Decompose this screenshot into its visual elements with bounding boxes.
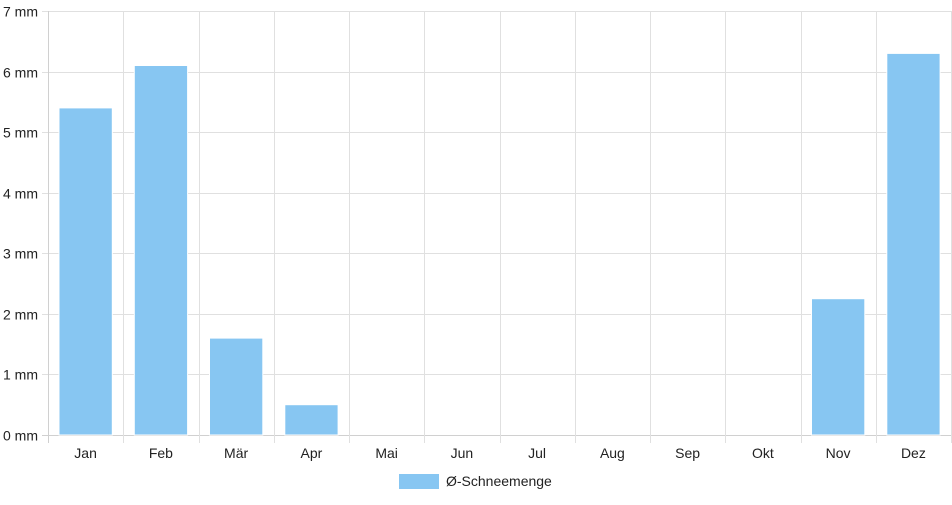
bar-apr[interactable]	[284, 404, 339, 436]
legend-swatch[interactable]	[399, 474, 439, 489]
x-tick-label: Mai	[375, 445, 398, 461]
x-tick-label: Apr	[301, 445, 323, 461]
x-tick-label: Jun	[451, 445, 474, 461]
y-tick-label: 6 mm	[3, 65, 38, 81]
bar-feb[interactable]	[133, 65, 189, 436]
x-tick-label: Nov	[826, 445, 851, 461]
x-tick-label: Mär	[224, 445, 248, 461]
x-tick-label: Okt	[752, 445, 774, 461]
legend[interactable]: Ø-Schneemenge	[399, 473, 552, 489]
x-tick-label: Feb	[149, 445, 173, 461]
x-axis: Jan Feb Mär Apr Mai Jun Jul Aug Sep Okt Nov Dez	[74, 445, 926, 461]
grid-layer	[42, 11, 952, 443]
bar-layer	[58, 52, 941, 436]
y-tick-label: 3 mm	[3, 246, 38, 262]
bar-jan[interactable]	[58, 107, 113, 436]
bar-mär[interactable]	[209, 337, 264, 436]
x-tick-label: Dez	[901, 445, 926, 461]
x-tick-label: Jan	[74, 445, 97, 461]
y-tick-label: 5 mm	[3, 125, 38, 141]
x-tick-label: Aug	[600, 445, 625, 461]
x-tick-label: Sep	[675, 445, 700, 461]
y-tick-label: 0 mm	[3, 428, 38, 444]
x-tick-label: Jul	[528, 445, 546, 461]
y-tick-label: 7 mm	[3, 4, 38, 20]
y-axis: 0 mm 1 mm 2 mm 3 mm 4 mm 5 mm 6 mm 7 mm	[3, 4, 38, 444]
legend-label[interactable]: Ø-Schneemenge	[446, 473, 552, 489]
y-tick-label: 4 mm	[3, 186, 38, 202]
bar-nov[interactable]	[811, 298, 866, 436]
y-tick-label: 1 mm	[3, 367, 38, 383]
bar-dez[interactable]	[886, 52, 941, 436]
y-tick-label: 2 mm	[3, 307, 38, 323]
